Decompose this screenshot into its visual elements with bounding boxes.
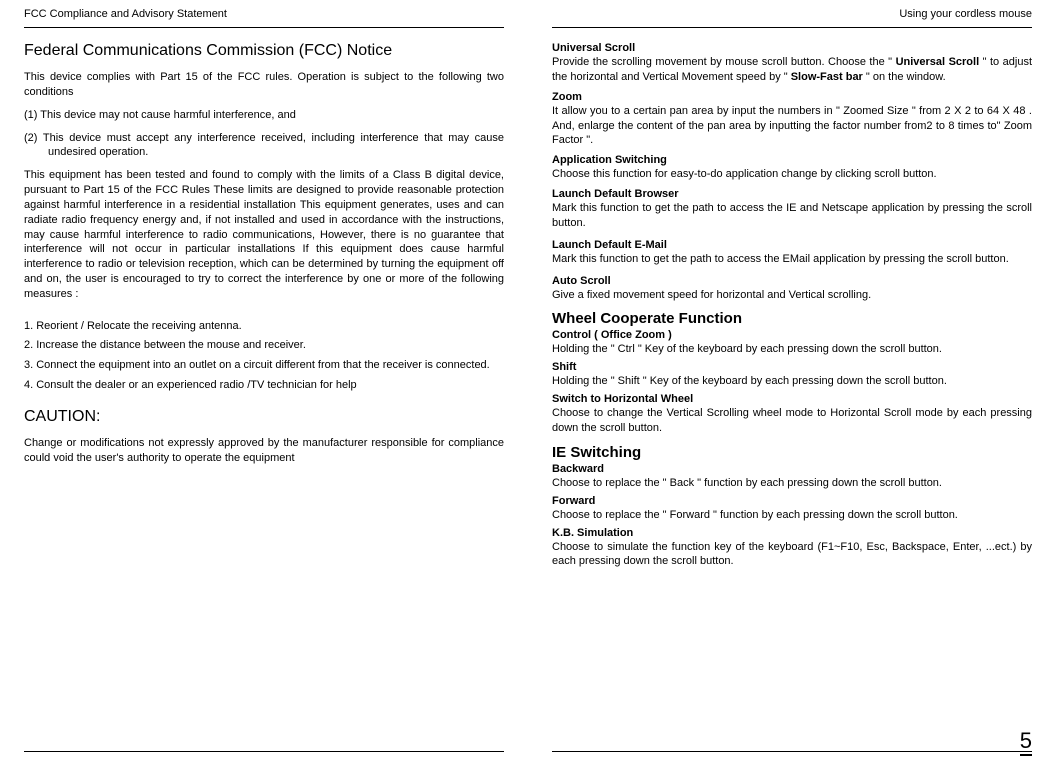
compliance-intro: This device complies with Part 15 of the… [24, 70, 504, 100]
kb-sim-heading: K.B. Simulation [552, 527, 1032, 539]
measure-4: 4. Consult the dealer or an experienced … [24, 377, 504, 395]
condition-1: (1) This device may not cause harmful in… [24, 108, 504, 123]
launch-browser-body: Mark this function to get the path to ac… [552, 201, 1032, 231]
us-bold-2: Slow-Fast bar [791, 71, 863, 83]
universal-scroll-heading: Universal Scroll [552, 42, 1032, 54]
launch-email-body: Mark this function to get the path to ac… [552, 252, 1032, 267]
control-heading: Control ( Office Zoom ) [552, 329, 1032, 341]
app-switching-heading: Application Switching [552, 154, 1032, 166]
left-page: FCC Compliance and Advisory Statement Fe… [0, 0, 528, 764]
forward-heading: Forward [552, 495, 1032, 507]
control-body: Holding the " Ctrl " Key of the keyboard… [552, 342, 1032, 357]
right-header: Using your cordless mouse [552, 8, 1032, 28]
shift-heading: Shift [552, 361, 1032, 373]
zoom-heading: Zoom [552, 91, 1032, 103]
launch-browser-heading: Launch Default Browser [552, 188, 1032, 200]
launch-email-heading: Launch Default E-Mail [552, 239, 1032, 251]
left-header: FCC Compliance and Advisory Statement [24, 8, 504, 28]
us-text-a: Provide the scrolling movement by mouse … [552, 56, 896, 68]
auto-scroll-body: Give a fixed movement speed for horizont… [552, 288, 1032, 303]
switch-hw-heading: Switch to Horizontal Wheel [552, 393, 1032, 405]
condition-2: (2) This device must accept any interfer… [24, 131, 504, 161]
caution-heading: CAUTION: [24, 408, 504, 426]
measure-3: 3. Connect the equipment into an outlet … [24, 357, 504, 375]
kb-sim-body: Choose to simulate the function key of t… [552, 540, 1032, 570]
app-switching-body: Choose this function for easy-to-do appl… [552, 167, 1032, 182]
auto-scroll-heading: Auto Scroll [552, 275, 1032, 287]
caution-body: Change or modifications not expressly ap… [24, 436, 504, 466]
forward-body: Choose to replace the " Forward " functi… [552, 508, 1032, 523]
backward-body: Choose to replace the " Back " function … [552, 476, 1032, 491]
zoom-body: It allow you to a certain pan area by in… [552, 104, 1032, 149]
universal-scroll-body: Provide the scrolling movement by mouse … [552, 55, 1032, 85]
right-page: Using your cordless mouse Universal Scro… [528, 0, 1056, 764]
switch-hw-body: Choose to change the Vertical Scrolling … [552, 406, 1032, 436]
us-text-e: " on the window. [863, 71, 946, 83]
fcc-title: Federal Communications Commission (FCC) … [24, 42, 504, 60]
wheel-coop-heading: Wheel Cooperate Function [552, 310, 1032, 327]
left-footer-rule [24, 751, 504, 754]
right-footer-rule [552, 751, 1032, 754]
page-number: 5 [1020, 728, 1032, 756]
backward-heading: Backward [552, 463, 1032, 475]
ie-switching-heading: IE Switching [552, 444, 1032, 461]
class-b-statement: This equipment has been tested and found… [24, 168, 504, 302]
shift-body: Holding the " Shift " Key of the keyboar… [552, 374, 1032, 389]
measure-2: 2. Increase the distance between the mou… [24, 337, 504, 355]
measure-1: 1. Reorient / Relocate the receiving ant… [24, 318, 504, 336]
us-bold-1: Universal Scroll [896, 56, 980, 68]
